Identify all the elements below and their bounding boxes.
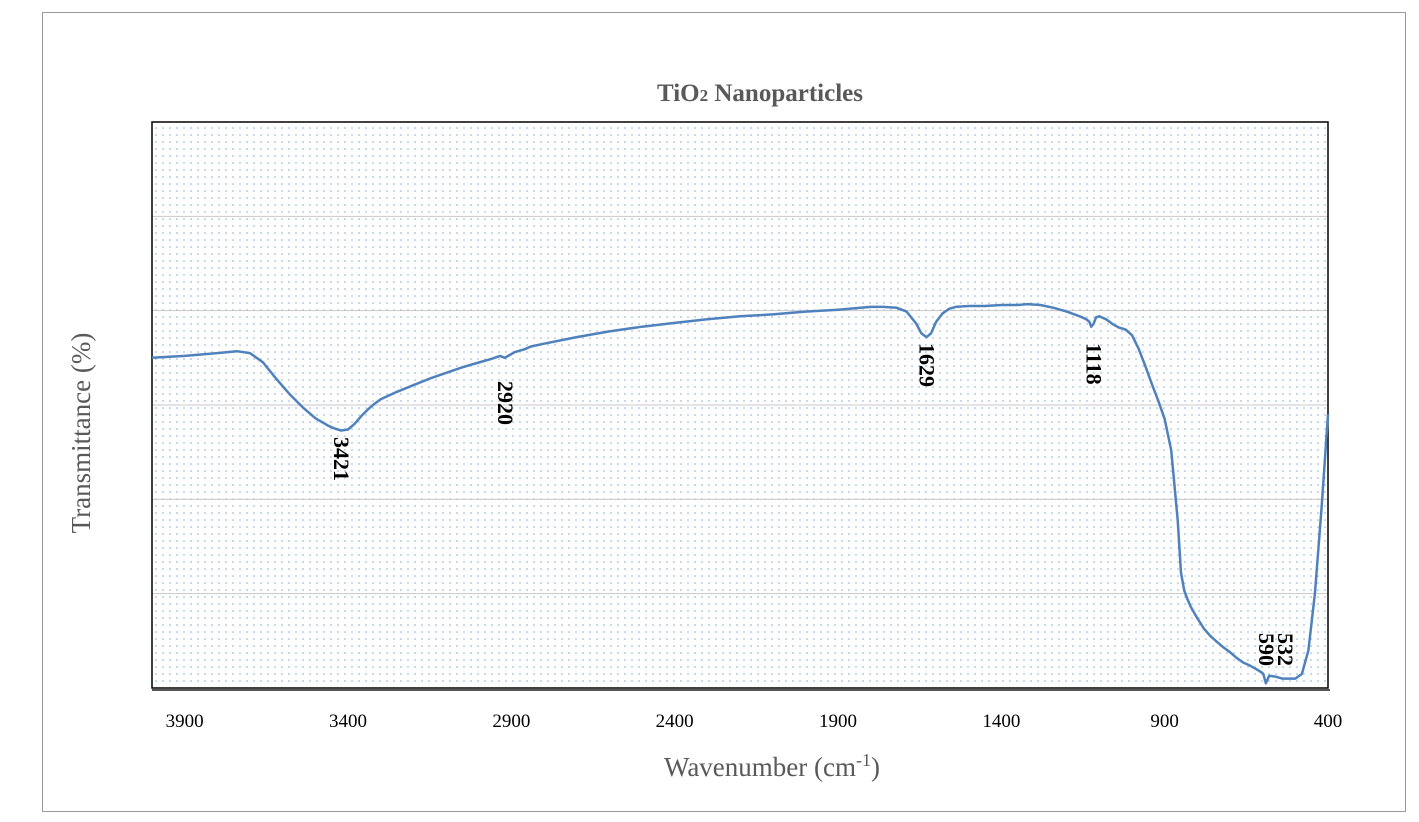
x-tick-labels: 3900 3400 2900 2400 1900 1400 900 400 — [166, 711, 1343, 732]
x-tick-label: 2400 — [656, 711, 694, 732]
x-tick-label: 1400 — [982, 711, 1020, 732]
x-tick-label: 1900 — [819, 711, 857, 732]
gridlines — [152, 215, 1328, 595]
x-axis-label: Wavenumber (cm-1) — [664, 750, 880, 782]
chart-title: TiO2 Nanoparticles — [657, 80, 863, 107]
peak-label: 590 — [1254, 633, 1279, 666]
peak-label: 2920 — [493, 381, 518, 425]
x-tick-label: 400 — [1314, 711, 1343, 732]
chart-frame — [42, 12, 1406, 812]
peak-label: 532 — [1273, 633, 1298, 666]
x-tick-label: 900 — [1150, 711, 1179, 732]
y-axis-label: Transmittance (%) — [66, 333, 96, 534]
plot-border — [151, 121, 1329, 689]
series-line — [151, 302, 1330, 685]
x-tick-label: 2900 — [492, 711, 530, 732]
x-tick-label: 3400 — [329, 711, 367, 732]
peak-label: 1629 — [915, 343, 940, 387]
peak-label: 1118 — [1082, 343, 1107, 385]
peak-label: 3421 — [329, 437, 354, 481]
x-tick-label: 3900 — [166, 711, 204, 732]
